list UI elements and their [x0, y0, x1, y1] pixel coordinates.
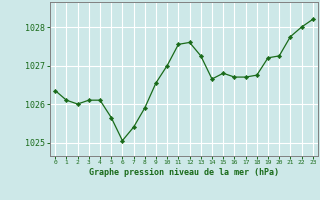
X-axis label: Graphe pression niveau de la mer (hPa): Graphe pression niveau de la mer (hPa) — [89, 168, 279, 177]
